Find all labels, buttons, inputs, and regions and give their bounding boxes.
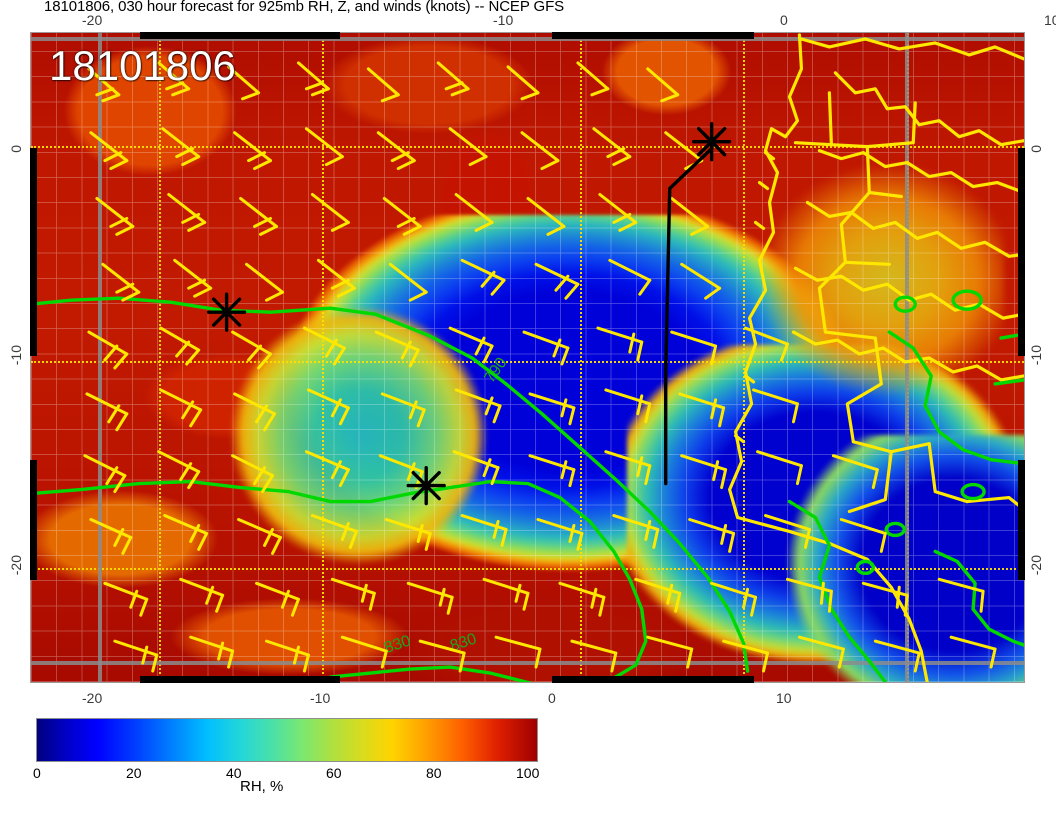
map-plot-area: 830 830 790 — [30, 32, 1025, 683]
colorbar — [36, 718, 538, 762]
gridline-lon-neg5 — [580, 33, 583, 682]
left-ytick-0: 0 — [8, 145, 24, 153]
colorbar-label: RH, % — [240, 778, 284, 795]
right-ytick-0: 0 — [1028, 145, 1044, 153]
left-tick-bar-2 — [30, 460, 37, 580]
top-tick-bar-2 — [552, 32, 754, 39]
domain-boundary-east — [904, 33, 909, 682]
top-xtick-0: 0 — [780, 12, 788, 28]
coastline-path — [727, 33, 1024, 682]
storm-marker-2 — [206, 292, 247, 332]
top-xtick-neg10: -10 — [493, 12, 514, 28]
wind-barb-group — [83, 61, 997, 673]
colorbar-gradient — [37, 719, 537, 761]
bottom-xtick-neg10: -10 — [310, 690, 331, 706]
colorbar-tick-20: 20 — [126, 765, 142, 781]
left-ytick-neg20: -20 — [8, 555, 24, 576]
bottom-tick-bar-2 — [552, 676, 754, 683]
right-ytick-neg20: -20 — [1028, 555, 1044, 576]
top-tick-bar-1 — [140, 32, 340, 39]
bottom-tick-bar-1 — [140, 676, 340, 683]
storm-marker-1 — [691, 122, 732, 162]
domain-boundary-north — [31, 36, 1024, 41]
gridline-lat-neg10 — [31, 360, 1024, 363]
top-xtick-neg20: -20 — [82, 12, 103, 28]
map-field: 830 830 790 — [31, 33, 1024, 682]
colorbar-tick-80: 80 — [426, 765, 442, 781]
left-ytick-neg10: -10 — [8, 345, 24, 366]
storm-marker-3 — [406, 465, 446, 506]
gridline-lon-neg20 — [159, 33, 162, 682]
right-tick-bar-1 — [1018, 148, 1025, 356]
rh-moist-east — [745, 162, 1005, 397]
colorbar-tick-40: 40 — [226, 765, 242, 781]
storm-marker-group — [206, 122, 732, 506]
gridline-lat-0 — [31, 145, 1024, 148]
map-fine-grid — [31, 33, 1024, 682]
domain-boundary-west — [97, 33, 102, 682]
bottom-xtick-10: 10 — [776, 690, 792, 706]
colorbar-tick-60: 60 — [326, 765, 342, 781]
colorbar-tick-0: 0 — [33, 765, 41, 781]
right-ytick-neg10: -10 — [1028, 345, 1044, 366]
left-tick-bar-1 — [30, 148, 37, 356]
chart-title: 18101806, 030 hour forecast for 925mb RH… — [44, 0, 565, 15]
map-vector-overlay: 830 830 790 — [31, 33, 1024, 682]
run-label: 18101806 — [49, 42, 236, 89]
gridline-lon-0 — [742, 33, 745, 682]
gridline-lon-neg15 — [321, 33, 324, 682]
rh-mid-west — [229, 305, 488, 566]
bottom-xtick-0: 0 — [548, 690, 556, 706]
storm-track-path — [664, 146, 714, 486]
right-tick-bar-2 — [1018, 460, 1025, 580]
gridline-lat-neg20 — [31, 568, 1024, 571]
bottom-xtick-neg20: -20 — [82, 690, 103, 706]
top-xtick-10: 10 — [1044, 12, 1056, 28]
colorbar-tick-100: 100 — [516, 765, 540, 781]
height-contour-path — [31, 289, 1024, 682]
domain-boundary-south — [31, 661, 1024, 666]
